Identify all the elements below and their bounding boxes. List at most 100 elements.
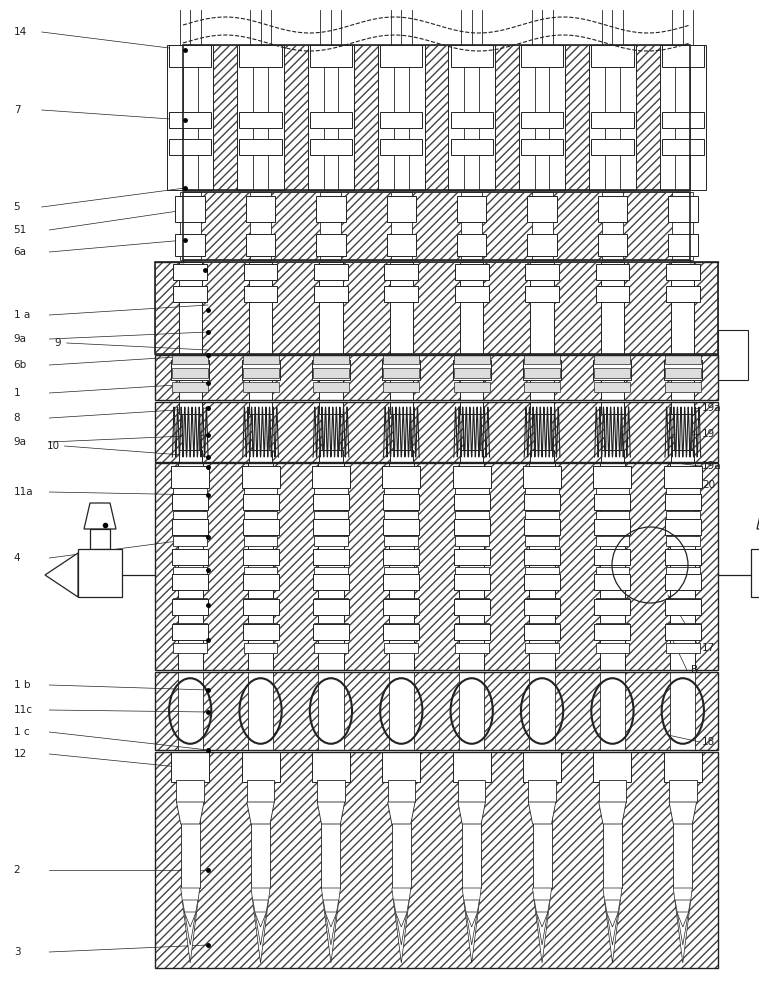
Bar [665, 624, 701, 640]
Polygon shape [534, 900, 550, 945]
Bar [386, 196, 416, 222]
Polygon shape [605, 900, 620, 945]
Bar [310, 45, 352, 67]
Bar [313, 519, 349, 535]
Bar [318, 463, 344, 670]
Bar [238, 45, 284, 190]
Bar [310, 112, 352, 128]
Polygon shape [394, 900, 409, 945]
Bar [666, 643, 700, 653]
Bar [670, 672, 695, 750]
Bar [155, 752, 718, 968]
Bar [664, 360, 702, 380]
Bar [243, 368, 279, 378]
Bar [454, 549, 490, 565]
Bar [173, 643, 207, 653]
Text: 7: 7 [14, 105, 20, 115]
Bar [525, 511, 559, 521]
Text: 6b: 6b [14, 360, 27, 370]
Bar [172, 466, 209, 488]
Bar [314, 536, 348, 546]
Bar [383, 382, 419, 392]
Text: 1: 1 [14, 388, 20, 398]
Bar [167, 45, 213, 190]
Bar [312, 466, 350, 488]
Bar [529, 463, 555, 670]
Bar [181, 802, 200, 888]
Bar [241, 752, 279, 782]
Bar [529, 672, 555, 750]
Bar [383, 599, 419, 615]
Bar [454, 382, 490, 392]
Bar [669, 780, 697, 802]
Polygon shape [255, 912, 266, 927]
Bar [600, 463, 625, 670]
Bar [172, 599, 208, 615]
Bar [384, 567, 418, 577]
Bar [176, 780, 204, 802]
Bar [169, 112, 211, 128]
Bar [313, 354, 349, 364]
Bar [172, 549, 208, 565]
Bar [250, 192, 271, 260]
Bar [178, 402, 202, 414]
Bar [662, 45, 704, 67]
Bar [380, 112, 423, 128]
Bar [666, 623, 700, 633]
Bar [317, 780, 345, 802]
Bar [172, 574, 208, 590]
Bar [389, 463, 414, 670]
Bar [531, 402, 553, 414]
Bar [531, 450, 553, 462]
Bar [172, 354, 208, 364]
Bar [178, 450, 202, 462]
Bar [389, 450, 413, 462]
Bar [90, 529, 110, 549]
Bar [524, 574, 560, 590]
Bar [384, 598, 418, 608]
Bar [455, 511, 489, 521]
Bar [320, 402, 342, 414]
Bar [314, 286, 348, 302]
Bar [241, 360, 279, 380]
Bar [460, 402, 483, 414]
Bar [594, 354, 631, 364]
Bar [172, 519, 208, 535]
Bar [525, 286, 559, 302]
Polygon shape [673, 888, 692, 963]
Bar [314, 567, 348, 577]
Bar [244, 536, 278, 546]
Polygon shape [317, 802, 345, 824]
Polygon shape [184, 912, 196, 927]
Bar [596, 486, 629, 496]
Bar [239, 112, 282, 128]
Text: 3: 3 [14, 947, 20, 957]
Bar [454, 624, 490, 640]
Bar [180, 192, 200, 260]
Bar [317, 234, 345, 256]
Text: 14: 14 [14, 27, 27, 37]
Bar [249, 262, 272, 354]
Bar [524, 354, 560, 364]
Bar [594, 624, 631, 640]
Bar [312, 752, 350, 782]
Polygon shape [533, 888, 552, 963]
Bar [173, 598, 207, 608]
Text: 9a: 9a [14, 437, 27, 447]
Bar [383, 519, 419, 535]
Bar [173, 623, 207, 633]
Bar [455, 536, 489, 546]
Bar [317, 196, 345, 222]
Bar [322, 802, 341, 888]
Bar [394, 45, 408, 190]
Bar [243, 599, 279, 615]
Bar [594, 360, 631, 380]
Text: 8: 8 [14, 413, 20, 423]
Polygon shape [669, 802, 697, 824]
Text: 5: 5 [14, 202, 20, 212]
Bar [664, 466, 702, 488]
Bar [666, 486, 700, 496]
Bar [666, 536, 700, 546]
Bar [603, 802, 622, 888]
Text: 4: 4 [14, 553, 20, 563]
